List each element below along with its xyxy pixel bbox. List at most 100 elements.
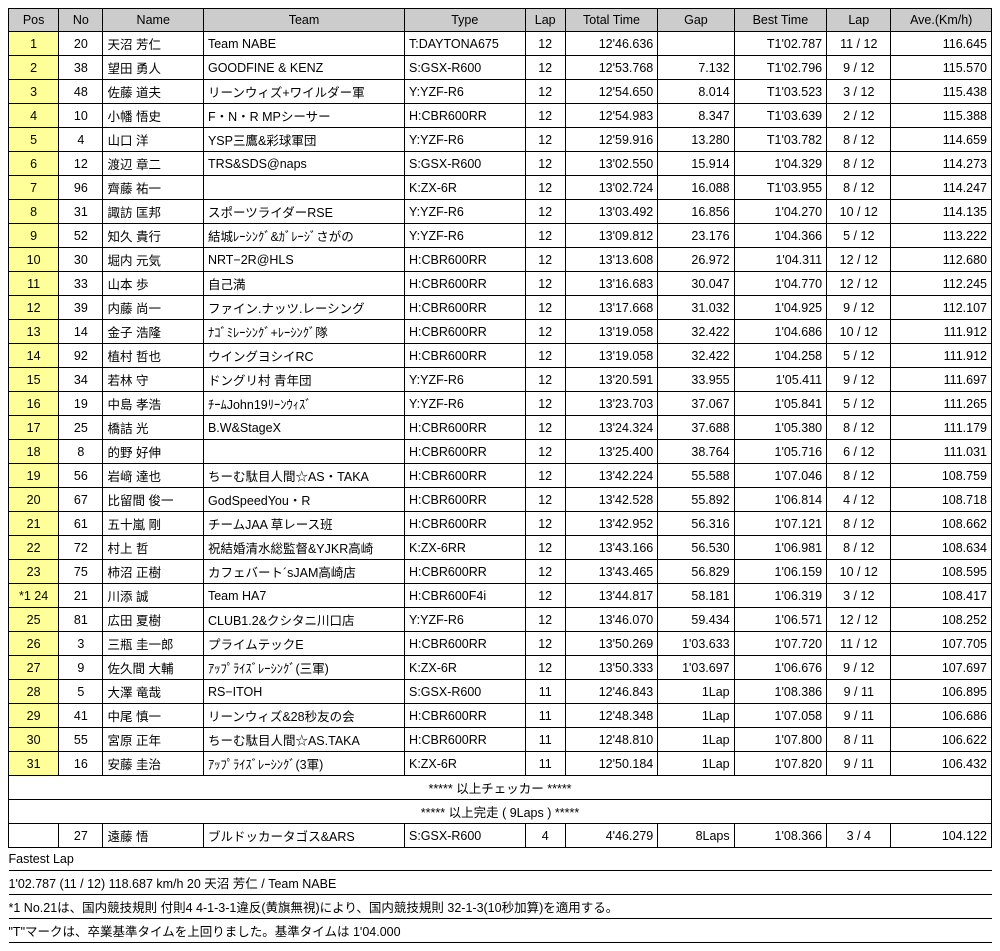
- cell: 13'24.324: [565, 416, 657, 440]
- cell: T1'02.796: [734, 56, 826, 80]
- cell: 10: [9, 248, 59, 272]
- cell: 8Laps: [658, 824, 734, 848]
- cell: ドングリ村 青年団: [203, 368, 404, 392]
- cell: 6: [9, 152, 59, 176]
- cell: 的野 好伸: [103, 440, 204, 464]
- cell: 5: [9, 128, 59, 152]
- cell: 1Lap: [658, 704, 734, 728]
- table-row: 3116安藤 圭治ｱｯﾌﾟﾗｲｽﾞﾚｰｼﾝｸﾞ(3軍)K:ZX-6R1112'5…: [9, 752, 992, 776]
- cell: 12'50.184: [565, 752, 657, 776]
- cell: 12: [59, 152, 103, 176]
- cell: 20: [9, 488, 59, 512]
- cell: 12: [525, 392, 565, 416]
- cell: 8.014: [658, 80, 734, 104]
- cell: 16.856: [658, 200, 734, 224]
- cell: 29: [9, 704, 59, 728]
- cell: T1'03.523: [734, 80, 826, 104]
- cell: 61: [59, 512, 103, 536]
- cell: 111.697: [891, 368, 992, 392]
- cell: 12: [525, 128, 565, 152]
- cell: [658, 32, 734, 56]
- cell: 12: [525, 560, 565, 584]
- cell: H:CBR600RR: [404, 272, 525, 296]
- cell: 112.245: [891, 272, 992, 296]
- cell: 2: [9, 56, 59, 80]
- table-row: 2067比留間 俊一GodSpeedYou・RH:CBR600RR1213'42…: [9, 488, 992, 512]
- footer-row: Fastest Lap: [9, 848, 992, 871]
- table-row: 1956岩﨑 達也ちーむ駄目人間☆AS・TAKAH:CBR600RR1213'4…: [9, 464, 992, 488]
- cell: 12: [525, 464, 565, 488]
- cell: 8 / 12: [827, 416, 891, 440]
- cell: 7.132: [658, 56, 734, 80]
- cell: 5 / 12: [827, 224, 891, 248]
- cell: Y:YZF-R6: [404, 608, 525, 632]
- cell: 30.047: [658, 272, 734, 296]
- cell: 知久 貴行: [103, 224, 204, 248]
- cell: 75: [59, 560, 103, 584]
- col-header: Pos: [9, 9, 59, 32]
- table-row: 2941中尾 慎一リーンウィズ&28秒友の会H:CBR600RR1112'48.…: [9, 704, 992, 728]
- cell: 72: [59, 536, 103, 560]
- cell: 12: [525, 416, 565, 440]
- cell: 108.759: [891, 464, 992, 488]
- cell: 9 / 11: [827, 680, 891, 704]
- cell: ちーむ駄目人間☆AS・TAKA: [203, 464, 404, 488]
- cell: 若林 守: [103, 368, 204, 392]
- cell: 内藤 尚一: [103, 296, 204, 320]
- cell: 1'06.814: [734, 488, 826, 512]
- cell: 56.316: [658, 512, 734, 536]
- cell: H:CBR600RR: [404, 248, 525, 272]
- cell: 106.686: [891, 704, 992, 728]
- cell: RS−ITOH: [203, 680, 404, 704]
- cell: 111.031: [891, 440, 992, 464]
- cell: 9 / 12: [827, 56, 891, 80]
- cell: 8.347: [658, 104, 734, 128]
- cell: 112.107: [891, 296, 992, 320]
- cell: 5: [59, 680, 103, 704]
- cell: K:ZX-6RR: [404, 536, 525, 560]
- cell: 4: [525, 824, 565, 848]
- cell: 12: [525, 56, 565, 80]
- cell: S:GSX-R600: [404, 824, 525, 848]
- cell: 13'42.224: [565, 464, 657, 488]
- cell: 8 / 12: [827, 128, 891, 152]
- footer-text: "T"マークは、卒業基準タイムを上回りました。基準タイムは 1'04.000: [9, 919, 992, 943]
- col-header: Best Time: [734, 9, 826, 32]
- cell: 11 / 12: [827, 632, 891, 656]
- cell: 113.222: [891, 224, 992, 248]
- cell: 1'07.720: [734, 632, 826, 656]
- cell: 1Lap: [658, 680, 734, 704]
- cell: 佐久間 大輔: [103, 656, 204, 680]
- cell: 1'04.686: [734, 320, 826, 344]
- cell: T1'03.782: [734, 128, 826, 152]
- cell: 植村 哲也: [103, 344, 204, 368]
- cell: 1'08.386: [734, 680, 826, 704]
- cell: 106.895: [891, 680, 992, 704]
- table-row: *1 2421川添 誠Team HA7H:CBR600F4i1213'44.81…: [9, 584, 992, 608]
- cell: 13'23.703: [565, 392, 657, 416]
- footer-row: "T"マークは、卒業基準タイムを上回りました。基準タイムは 1'04.000: [9, 919, 992, 943]
- footer-text: *1 No.21は、国内競技規則 付則4 4-1-3-1違反(黄旗無視)により、…: [9, 895, 992, 919]
- cell: 12: [9, 296, 59, 320]
- footer-row: 1'02.787 (11 / 12) 118.687 km/h 20 天沼 芳仁…: [9, 871, 992, 895]
- table-row: 188的野 好伸H:CBR600RR1213'25.40038.7641'05.…: [9, 440, 992, 464]
- table-row: 3055宮原 正年ちーむ駄目人間☆AS.TAKAH:CBR600RR1112'4…: [9, 728, 992, 752]
- cell: Y:YZF-R6: [404, 128, 525, 152]
- table-row: 796齊藤 祐一K:ZX-6R1213'02.72416.088T1'03.95…: [9, 176, 992, 200]
- cell: 川添 誠: [103, 584, 204, 608]
- cell: 19: [59, 392, 103, 416]
- cell: 1'07.820: [734, 752, 826, 776]
- cell: 31: [59, 200, 103, 224]
- cell: 13'42.952: [565, 512, 657, 536]
- cell: 15: [9, 368, 59, 392]
- cell: ウイングヨシイRC: [203, 344, 404, 368]
- cell: 23: [9, 560, 59, 584]
- separator-cell: ***** 以上完走 ( 9Laps ) *****: [9, 800, 992, 824]
- cell: 中尾 慎一: [103, 704, 204, 728]
- cell: 12 / 12: [827, 272, 891, 296]
- cell: ファイン.ナッツ.レーシング: [203, 296, 404, 320]
- cell: 岩﨑 達也: [103, 464, 204, 488]
- table-row: 279佐久間 大輔ｱｯﾌﾟﾗｲｽﾞﾚｰｼﾝｸﾞ(三軍)K:ZX-6R1213'5…: [9, 656, 992, 680]
- cell: 27: [9, 656, 59, 680]
- cell: 96: [59, 176, 103, 200]
